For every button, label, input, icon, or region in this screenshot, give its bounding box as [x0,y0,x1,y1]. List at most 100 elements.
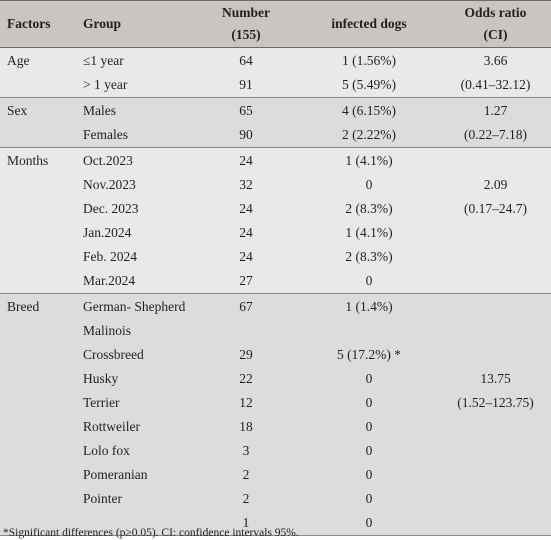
table-row: Females 90 2 (2.22%) (0.22–7.18) [0,123,551,147]
infected-cell: 0 [365,419,373,434]
odds-cell: 1.27 [483,103,508,118]
header-number-line1: Number [222,5,270,20]
number-cell: 24 [239,153,253,168]
factor-cell: Breed [7,299,40,314]
number-cell: 18 [239,419,253,434]
number-cell: 24 [239,201,253,216]
infected-cell: 2 (8.3%) [345,249,393,264]
group-cell: Females [83,127,128,142]
odds-cell: (0.22–7.18) [464,127,527,142]
table-row: Husky 22 0 13.75 [0,367,551,391]
header-odds-line1: Odds ratio [464,5,527,20]
table-row: Jan.2024 24 1 (4.1%) [0,221,551,245]
section-breed: Breed German- Shepherd 67 1 (1.4%) Malinois C… [0,294,551,536]
table-row: Pomeranian 2 0 [0,463,551,487]
header-number-line2: (155) [231,27,261,42]
infected-cell: 0 [365,395,373,410]
infected-cell: 5 (17.2%) * [336,347,402,362]
table-row: Months Oct.2023 24 1 (4.1%) [0,149,551,173]
infected-cell: 5 (5.49%) [342,77,396,92]
group-cell: Oct.2023 [83,153,133,168]
number-cell: 27 [239,273,253,288]
odds-cell: (0.17–24.7) [464,201,527,216]
odds-cell: (1.52–123.75) [457,395,534,410]
infected-cell: 2 (2.22%) [342,127,396,142]
table-row: Nov.2023 32 0 2.09 [0,173,551,197]
header-number: Number (155) [205,2,287,46]
number-cell: 91 [239,77,253,92]
table-row: Rottweiler 18 0 [0,415,551,439]
group-cell: ≤1 year [83,53,124,68]
infected-cell: 0 [365,371,373,386]
number-cell: 1 [242,515,250,530]
number-cell: 24 [239,249,253,264]
header-infected: infected dogs [331,16,407,31]
group-cell: Rottweiler [83,419,140,434]
infected-cell: 0 [365,273,373,288]
header-group: Group [83,16,122,31]
infected-cell: 0 [365,443,373,458]
number-cell: 22 [239,371,253,386]
factor-cell: Months [7,153,49,168]
odds-cell: 2.09 [483,177,508,192]
group-cell: Nov.2023 [83,177,136,192]
group-cell: Jan.2024 [83,225,132,240]
section-months: Months Oct.2023 24 1 (4.1%) Nov.2023 32 0 2.09 D… [0,148,551,294]
number-cell: 65 [239,103,253,118]
group-cell: Feb. 2024 [83,249,137,264]
table-header: Factors Group Number (155) infected dogs… [0,0,551,48]
infected-cell: 1 (1.4%) [345,299,393,314]
group-cell: Crossbreed [83,347,144,362]
group-cell: Pomeranian [83,467,148,482]
odds-cell: (0.41–32.12) [460,77,531,92]
header-odds: Odds ratio (CI) [440,2,551,46]
number-cell: 2 [242,491,250,506]
group-cell: > 1 year [83,77,128,92]
section-sex: Sex Males 65 4 (6.15%) 1.27 Females 90 2 (2.22%… [0,98,551,148]
odds-cell: 13.75 [480,371,511,386]
table-row: Lolo fox 3 0 [0,439,551,463]
infected-cell: 0 [365,515,373,530]
number-cell: 24 [239,225,253,240]
infected-cell: 0 [365,467,373,482]
group-cell: Dec. 2023 [83,201,139,216]
table-row: Crossbreed 29 5 (17.2%) * [0,343,551,367]
number-cell: 29 [239,347,253,362]
factor-cell: Sex [7,103,28,118]
number-cell: 32 [239,177,253,192]
factor-cell: Age [7,53,30,68]
header-factors: Factors [7,16,51,31]
table-row: Terrier 12 0 (1.52–123.75) [0,391,551,415]
group-cell: Lolo fox [83,443,130,458]
number-cell: 12 [239,395,253,410]
table-row: Sex Males 65 4 (6.15%) 1.27 [0,99,551,123]
table-row: Age ≤1 year 64 1 (1.56%) 3.66 [0,49,551,73]
infected-cell: 0 [365,491,373,506]
table-row: > 1 year 91 5 (5.49%) (0.41–32.12) [0,73,551,97]
number-cell: 64 [239,53,253,68]
group-cell: Terrier [83,395,120,410]
table-row: Mar.2024 27 0 [0,269,551,293]
table-row: Dec. 2023 24 2 (8.3%) (0.17–24.7) [0,197,551,221]
group-cell: Males [83,103,116,118]
number-cell: 3 [242,443,250,458]
group-cell: Mar.2024 [83,273,136,288]
number-cell: 67 [239,299,253,314]
header-odds-line2: (CI) [483,27,508,42]
infected-cell: 0 [365,177,373,192]
number-cell: 90 [239,127,253,142]
table-footnote: *Significant differences (p≥0.05). CI: c… [3,527,299,539]
group-cell: German- Shepherd [83,299,186,314]
group-cell: Malinois [83,323,132,338]
table-row: Breed German- Shepherd 67 1 (1.4%) [0,295,551,319]
section-age: Age ≤1 year 64 1 (1.56%) 3.66 > 1 year 91 5 (5.… [0,48,551,98]
infected-cell: 1 (1.56%) [342,53,396,68]
infected-cell: 1 (4.1%) [345,153,393,168]
infected-cell: 4 (6.15%) [342,103,396,118]
group-cell: Pointer [83,491,122,506]
table-row: Pointer 2 0 [0,487,551,511]
odds-cell: 3.66 [483,53,508,68]
infected-cell: 1 (4.1%) [345,225,393,240]
number-cell: 2 [242,467,250,482]
